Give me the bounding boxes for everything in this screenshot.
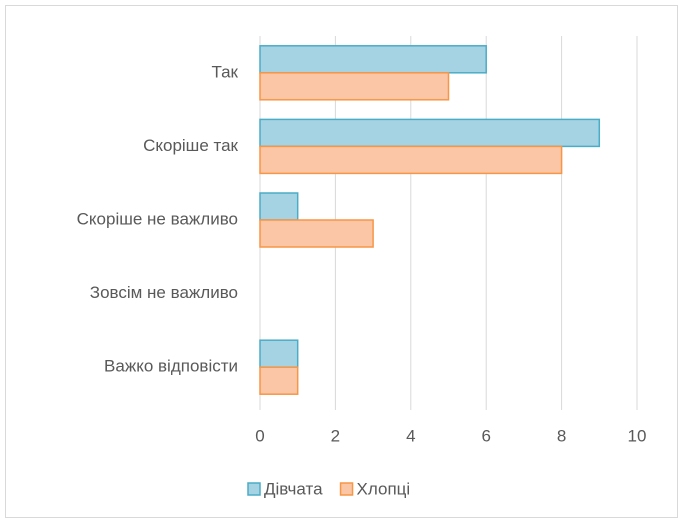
bar [259,339,299,368]
x-tick-label: 6 [481,426,490,445]
x-tick-label: 8 [557,426,566,445]
x-tick-label: 10 [628,426,647,445]
legend-swatch [247,482,261,496]
bar [259,219,374,248]
bar [259,366,299,395]
bar [259,72,450,101]
x-tick-label: 0 [255,426,264,445]
y-tick-label: Скоріше так [143,136,238,155]
legend-swatch [339,482,354,496]
y-tick-label: Так [211,62,238,81]
y-tick-label: Зовсім не важливо [90,283,238,302]
y-tick-label: Скоріше не важливо [77,209,238,228]
legend-label: Хлопці [357,479,411,498]
x-tick-label: 2 [331,426,340,445]
bar [259,192,299,221]
y-tick-label: Важко відповісти [104,357,238,376]
legend-label: Дівчата [264,479,323,498]
bar [259,45,487,74]
x-tick-label: 4 [406,426,415,445]
bar [259,118,601,148]
bar [259,145,563,175]
